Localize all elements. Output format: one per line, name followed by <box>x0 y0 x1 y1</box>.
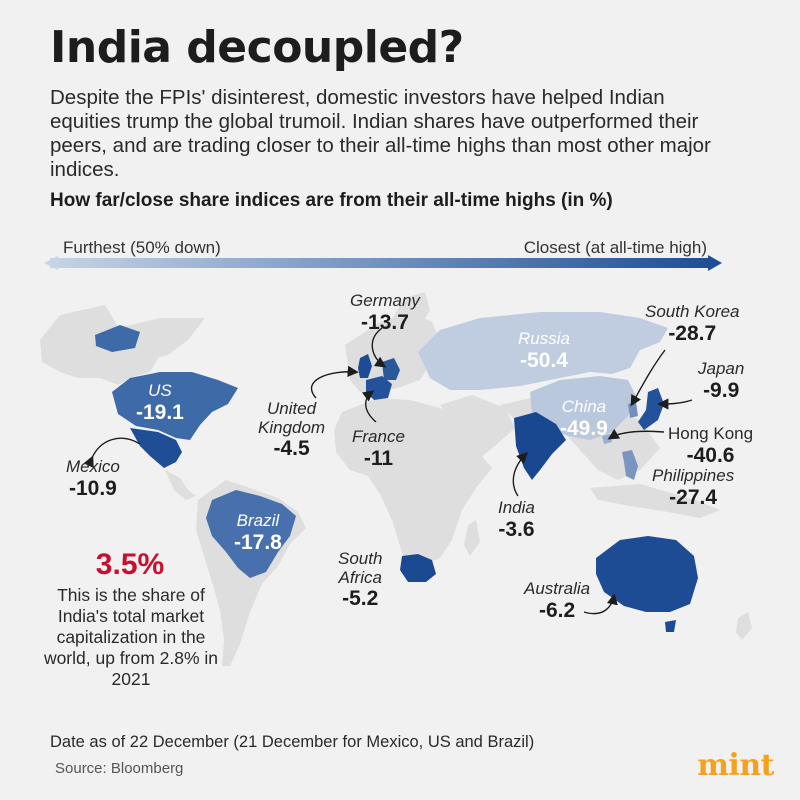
country-name-hong-kong: Hong Kong <box>668 424 754 443</box>
japan-shape <box>638 388 664 430</box>
us-shape <box>112 372 238 440</box>
alaska-shape <box>95 325 140 352</box>
country-value-germany: -13.7 <box>361 310 409 334</box>
country-name-united-kingdom-line2: Kingdom <box>258 417 326 437</box>
label-us: US -19.1 <box>136 381 184 424</box>
label-russia: Russia -50.4 <box>518 329 570 372</box>
intro-text: Despite the FPIs' disinterest, domestic … <box>50 86 711 181</box>
brand-logo: mint <box>697 748 774 783</box>
country-name-south-africa-line1: South <box>338 549 383 568</box>
arrow-mexico <box>83 437 141 468</box>
arrow-germany <box>371 327 387 368</box>
middle-east-shape <box>440 395 515 458</box>
label-japan: Japan -9.9 <box>698 359 745 402</box>
arrow-south-korea <box>630 349 666 407</box>
country-value-france: -11 <box>363 446 394 470</box>
label-brazil: Brazil -17.8 <box>234 511 282 554</box>
label-philippines: Philippines -27.4 <box>652 466 735 509</box>
market-share-percent: 3.5% <box>95 548 165 581</box>
country-name-russia: Russia <box>518 329 570 348</box>
label-south-africa: South Africa -5.2 <box>338 549 383 611</box>
scale-label-closest: Closest (at all-time high) <box>523 238 707 257</box>
country-name-japan: Japan <box>698 359 745 378</box>
arrow-france <box>361 390 377 423</box>
country-name-south-korea: South Korea <box>645 302 740 321</box>
country-name-france: France <box>352 427 405 446</box>
tasmania-shape <box>665 620 676 632</box>
label-australia: Australia -6.2 <box>524 579 591 622</box>
australia-shape <box>596 536 698 612</box>
country-name-united-kingdom-line1: United <box>266 399 317 418</box>
scandinavia-shape <box>386 292 430 336</box>
country-value-philippines: -27.4 <box>669 485 718 509</box>
country-name-australia: Australia <box>524 579 591 598</box>
country-value-japan: -9.9 <box>703 378 740 402</box>
source-note: Source: Bloomberg <box>55 760 184 777</box>
leader-arrows <box>83 327 693 615</box>
label-germany: Germany -13.7 <box>350 291 420 334</box>
label-united-kingdom: United Kingdom -4.5 <box>258 399 326 461</box>
country-name-brazil: Brazil <box>236 511 280 530</box>
country-name-mexico: Mexico <box>66 457 120 476</box>
page-title: India decoupled? <box>50 22 464 73</box>
country-value-hong-kong: -40.6 <box>686 443 735 467</box>
label-china: China -49.9 <box>560 397 608 440</box>
country-name-south-africa-line2: Africa <box>338 567 382 587</box>
color-scale-bar <box>44 255 722 271</box>
label-mexico: Mexico -10.9 <box>66 457 120 500</box>
arrow-united-kingdom <box>310 365 359 399</box>
label-india: India -3.6 <box>498 498 535 541</box>
indonesia-shape <box>590 484 720 518</box>
country-value-india: -3.6 <box>498 517 535 541</box>
country-value-brazil: -17.8 <box>234 530 282 554</box>
label-south-korea: South Korea -28.7 <box>645 302 740 345</box>
china-shape <box>530 376 636 440</box>
country-value-south-korea: -28.7 <box>668 321 717 345</box>
date-footnote: Date as of 22 December (21 December for … <box>50 733 535 751</box>
country-name-china: China <box>561 397 607 416</box>
label-hong-kong: Hong Kong -40.6 <box>668 424 754 467</box>
madagascar-shape <box>464 520 480 556</box>
chart-subtitle: How far/close share indices are from the… <box>50 190 613 211</box>
arrow-australia <box>583 593 618 615</box>
arrow-hong-kong <box>607 428 665 440</box>
country-name-germany: Germany <box>350 291 420 310</box>
country-value-australia: -6.2 <box>538 598 576 622</box>
country-value-united-kingdom: -4.5 <box>273 437 310 461</box>
arrow-japan <box>657 398 693 410</box>
country-value-china: -49.9 <box>560 416 608 440</box>
brazil-shape <box>206 490 296 578</box>
philippines-shape <box>622 450 638 480</box>
country-value-us: -19.1 <box>136 400 184 424</box>
country-value-south-africa: -5.2 <box>342 587 379 611</box>
scale-label-furthest: Furthest (50% down) <box>63 238 221 257</box>
country-name-philippines: Philippines <box>652 466 735 485</box>
country-value-russia: -50.4 <box>520 348 568 372</box>
country-value-mexico: -10.9 <box>68 476 117 500</box>
label-france: France -11 <box>352 427 405 470</box>
africa-shape <box>334 398 492 566</box>
mexico-shape <box>130 428 182 468</box>
russia-shape <box>418 312 668 390</box>
country-name-us: US <box>148 381 172 400</box>
country-name-india: India <box>498 498 535 517</box>
uk-shape <box>358 354 372 378</box>
germany-shape <box>382 358 400 380</box>
central-america-shape <box>165 470 196 500</box>
arrow-india <box>512 452 528 497</box>
new-zealand-shape <box>736 612 752 640</box>
south-africa-shape <box>400 554 436 582</box>
market-share-text: This is the share of India's total marke… <box>43 585 219 689</box>
